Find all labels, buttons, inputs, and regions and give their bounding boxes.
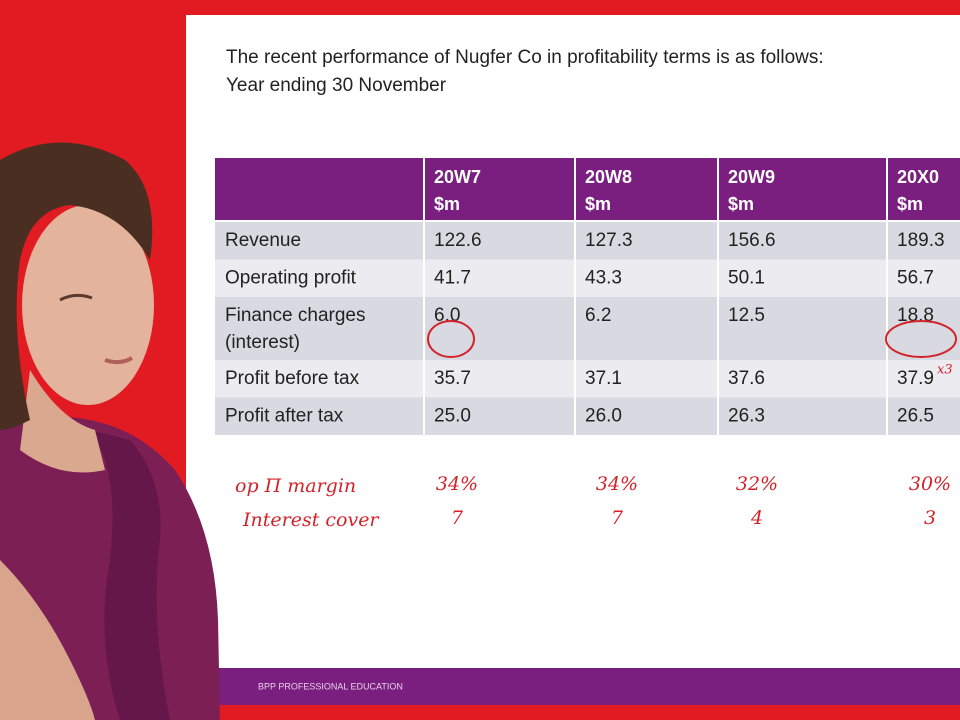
cell: 37.1 xyxy=(585,368,622,389)
presenter-hair xyxy=(0,142,153,430)
slide-subtitle: Year ending 30 November xyxy=(226,75,447,96)
footer-text: BPP PROFESSIONAL EDUCATION xyxy=(258,681,403,691)
cell: 37.6 xyxy=(728,368,765,389)
handwritten-value: 34% xyxy=(436,473,478,495)
row-label: Finance charges xyxy=(225,305,365,326)
table-row xyxy=(215,259,960,297)
table-row xyxy=(215,222,960,260)
cell: 127.3 xyxy=(585,230,633,251)
handwritten-value: 7 xyxy=(451,507,464,529)
row-label: Revenue xyxy=(225,230,301,251)
row-label: Profit after tax xyxy=(225,406,344,427)
presenter xyxy=(0,142,220,720)
handwritten-value: 34% xyxy=(596,473,638,495)
cell: 12.5 xyxy=(728,305,765,326)
handwritten-label: Interest cover xyxy=(242,509,380,531)
circle-mark xyxy=(427,320,475,358)
cell: 26.5 xyxy=(897,406,934,427)
column-year: 20W7 xyxy=(434,167,481,187)
presenter-arm xyxy=(0,560,95,720)
cell: 189.3 xyxy=(897,230,945,251)
handwritten-value: 30% xyxy=(909,473,951,495)
slide-intro: The recent performance of Nugfer Co in p… xyxy=(226,47,824,68)
column-unit: $m xyxy=(585,194,611,214)
table-row xyxy=(215,360,960,398)
cell: 50.1 xyxy=(728,268,765,289)
circle-mark xyxy=(885,320,957,358)
cell: 122.6 xyxy=(434,230,482,251)
presenter-eye xyxy=(59,293,93,302)
presenter-face xyxy=(22,205,154,405)
table-row xyxy=(215,297,960,360)
footer-bar xyxy=(215,668,960,705)
presenter-top-fold xyxy=(90,430,170,720)
column-year: 20W8 xyxy=(585,167,632,187)
column-unit: $m xyxy=(434,194,460,214)
handwriting: op Π margin 34% 34% 32% 30% Interest cover 7 7 4… xyxy=(235,320,957,531)
column-year: 20W9 xyxy=(728,167,775,187)
cell: 26.3 xyxy=(728,406,765,427)
handwritten-label: op Π margin xyxy=(235,475,356,497)
cell: 56.7 xyxy=(897,268,934,289)
presenter-mouth xyxy=(104,356,134,365)
cell: 35.7 xyxy=(434,368,471,389)
handwritten-value: 3 xyxy=(924,507,936,529)
presenter-neck xyxy=(20,370,105,473)
column-year: 20X0 xyxy=(897,167,939,187)
cell: 43.3 xyxy=(585,268,622,289)
column-unit: $m xyxy=(897,194,923,214)
cell: 26.0 xyxy=(585,406,622,427)
column-unit: $m xyxy=(728,194,754,214)
table-row xyxy=(215,397,960,435)
handwritten-note: x3 xyxy=(937,363,953,378)
row-label: Profit before tax xyxy=(225,368,360,389)
cell: 156.6 xyxy=(728,230,776,251)
cell: 25.0 xyxy=(434,406,471,427)
handwritten-value: 7 xyxy=(611,507,624,529)
header-row xyxy=(215,158,960,220)
cell: 6.2 xyxy=(585,305,611,326)
handwritten-value: 4 xyxy=(750,507,763,529)
table: 20W7 $m 20W8 $m 20W9 $m 20X0 $m Revenue 122.6 127.… xyxy=(215,158,960,435)
cell: 6.0 xyxy=(434,305,460,326)
cell: 41.7 xyxy=(434,268,471,289)
row-label: Operating profit xyxy=(225,268,357,289)
handwritten-value: 32% xyxy=(736,473,778,495)
row-label: (interest) xyxy=(225,332,300,353)
cell: 37.9 xyxy=(897,368,934,389)
